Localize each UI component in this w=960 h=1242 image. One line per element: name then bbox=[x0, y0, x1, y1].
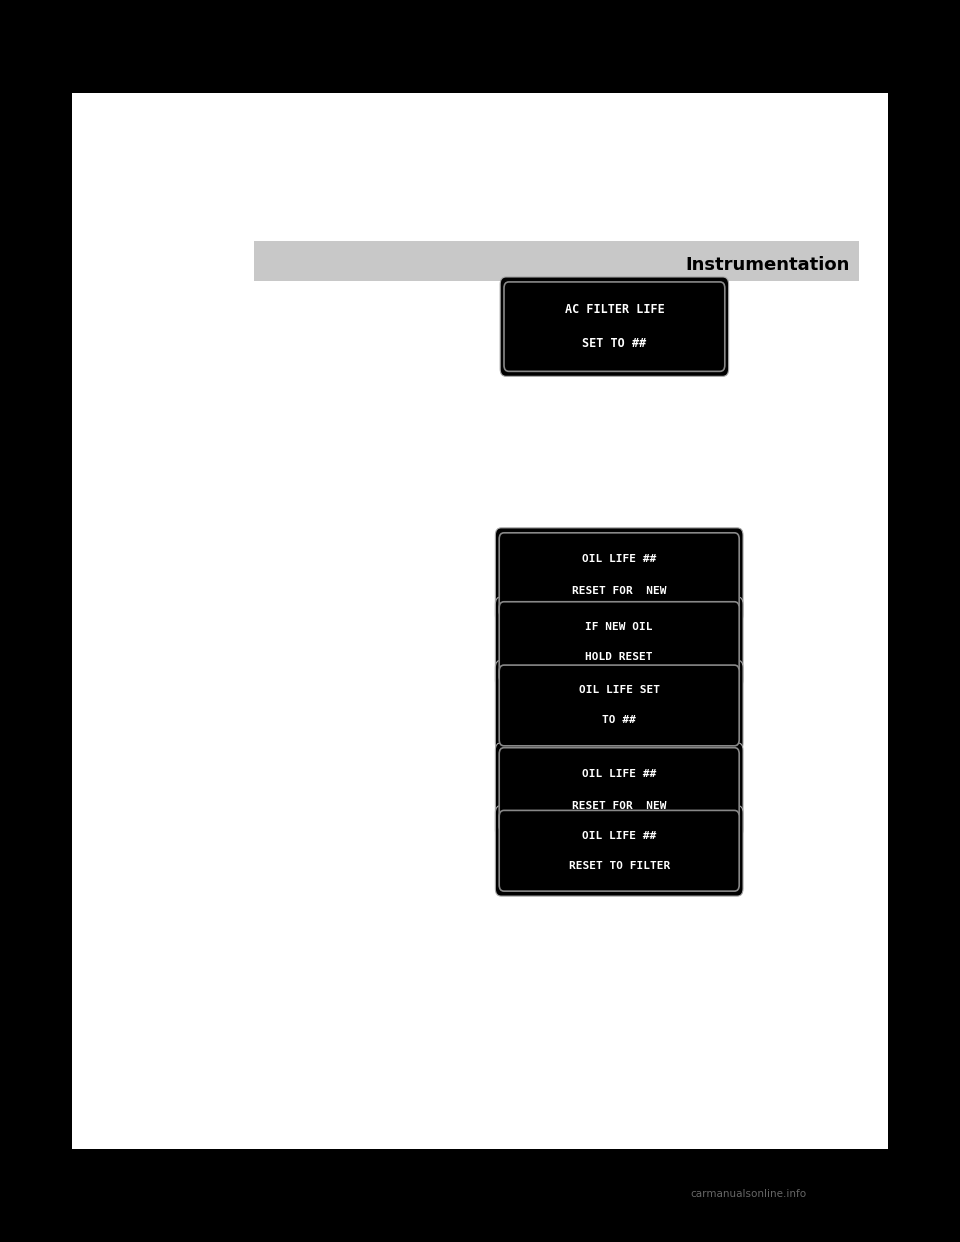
Text: HOLD RESET: HOLD RESET bbox=[586, 652, 653, 662]
FancyBboxPatch shape bbox=[254, 241, 859, 281]
Text: OIL LIFE ##: OIL LIFE ## bbox=[582, 831, 657, 841]
Text: AC FILTER LIFE: AC FILTER LIFE bbox=[564, 303, 664, 317]
FancyBboxPatch shape bbox=[499, 666, 739, 745]
FancyBboxPatch shape bbox=[495, 743, 743, 837]
Text: RESET FOR  NEW: RESET FOR NEW bbox=[572, 586, 666, 596]
Text: RESET TO FILTER: RESET TO FILTER bbox=[568, 861, 670, 871]
Text: SET TO ##: SET TO ## bbox=[583, 337, 646, 350]
Text: carmanualsonline.info: carmanualsonline.info bbox=[691, 1189, 806, 1199]
FancyBboxPatch shape bbox=[72, 93, 888, 1149]
FancyBboxPatch shape bbox=[504, 282, 725, 371]
FancyBboxPatch shape bbox=[499, 533, 739, 617]
FancyBboxPatch shape bbox=[499, 602, 739, 683]
FancyBboxPatch shape bbox=[499, 811, 739, 892]
Text: IF NEW OIL: IF NEW OIL bbox=[586, 622, 653, 632]
Text: OIL LIFE ##: OIL LIFE ## bbox=[582, 554, 657, 564]
Text: Instrumentation: Instrumentation bbox=[685, 256, 850, 273]
FancyBboxPatch shape bbox=[495, 528, 743, 622]
FancyBboxPatch shape bbox=[500, 277, 729, 376]
Text: OIL LIFE ##: OIL LIFE ## bbox=[582, 769, 657, 779]
FancyBboxPatch shape bbox=[495, 597, 743, 688]
Text: OIL LIFE SET: OIL LIFE SET bbox=[579, 686, 660, 696]
FancyBboxPatch shape bbox=[499, 748, 739, 832]
FancyBboxPatch shape bbox=[495, 661, 743, 750]
Text: RESET FOR  NEW: RESET FOR NEW bbox=[572, 801, 666, 811]
Text: TO ##: TO ## bbox=[602, 715, 636, 725]
FancyBboxPatch shape bbox=[495, 806, 743, 897]
